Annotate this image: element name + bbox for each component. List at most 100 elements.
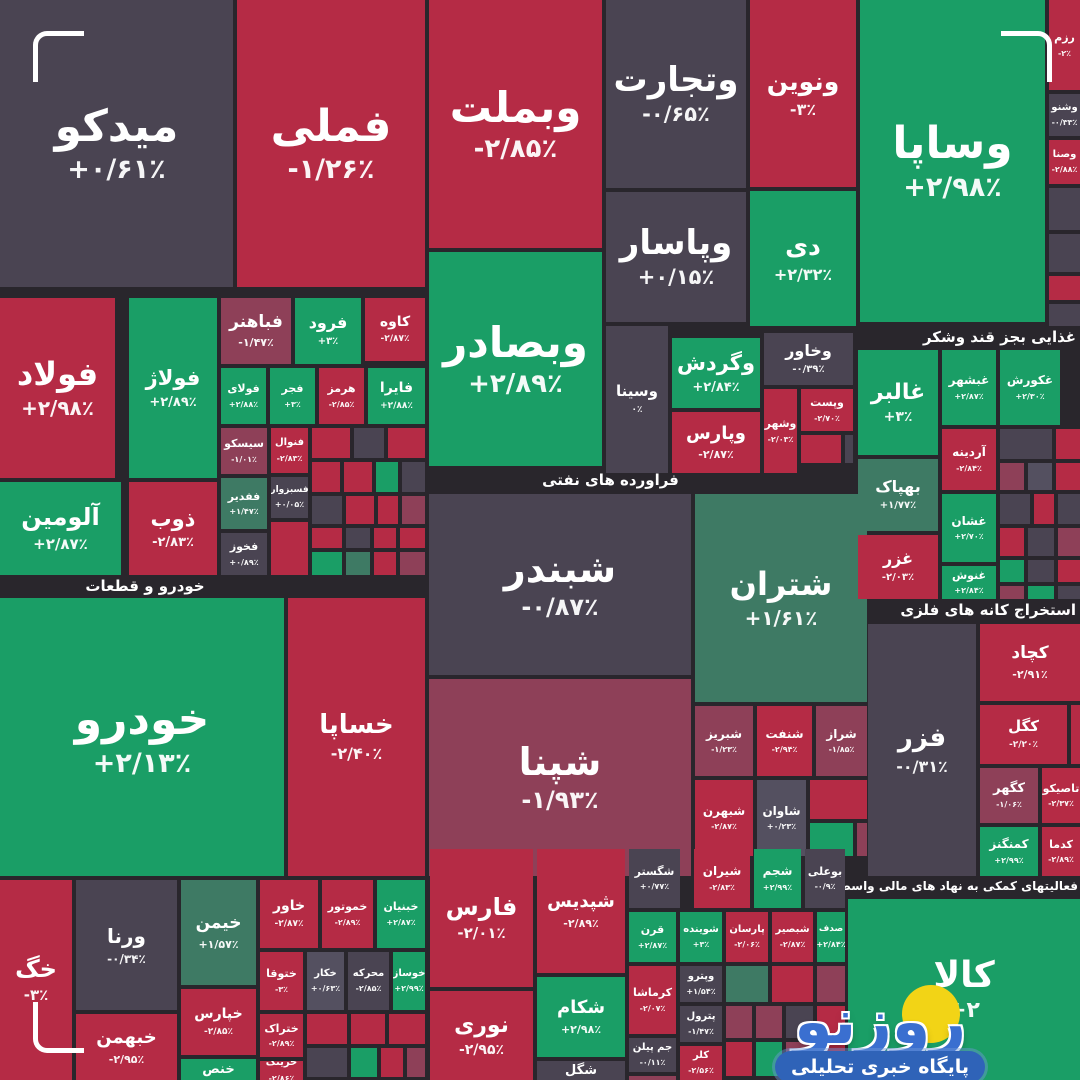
ticker-label: خوساز — [393, 967, 425, 979]
ticker-change: +۳٪ — [284, 399, 301, 409]
ticker-label: کگهر — [993, 780, 1025, 796]
cell-ختراک: ختراک -۲/۸۹٪ — [260, 1014, 303, 1057]
ticker-label: فولاژ — [145, 366, 201, 391]
ticker-label: فباهنر — [229, 311, 283, 332]
ticker-label: خاور — [272, 898, 306, 915]
ticker-label: وپست — [810, 396, 844, 410]
cell — [726, 1006, 752, 1038]
ticker-change: +۲/۸۹٪ — [149, 394, 197, 410]
cell-شگل: شگل — [537, 1061, 625, 1080]
ticker-change: -۰/۱۱٪ — [639, 1058, 666, 1068]
cell-کدما: کدما -۲/۸۹٪ — [1042, 827, 1080, 876]
ticker-label: وپاسار — [619, 222, 733, 263]
cell — [1058, 560, 1080, 582]
rooznow-logo: روزنو پایگاه خبری تحلیلی — [740, 985, 1020, 1080]
ticker-label: خبنیان — [383, 900, 419, 914]
ticker-change: -۲/۸۵٪ — [328, 399, 355, 409]
cell — [312, 552, 342, 575]
ticker-label: تاصیکو — [1042, 781, 1080, 795]
cell-فباهنر: فباهنر -۱/۴۷٪ — [221, 298, 291, 364]
cell — [346, 528, 370, 548]
cell — [354, 428, 384, 458]
ticker-label: وتجارت — [613, 59, 739, 100]
cell — [381, 1048, 403, 1077]
ticker-label: سیسکو — [224, 437, 264, 451]
cell — [388, 428, 425, 458]
cell — [1049, 304, 1080, 326]
ticker-label: غشان — [951, 513, 987, 528]
cell-کگل: کگل -۲/۲۰٪ — [980, 705, 1067, 764]
ticker-label: نوری — [454, 1012, 509, 1038]
ticker-change: +۱/۵۷٪ — [198, 937, 239, 951]
ticker-change: -۲/۷۰٪ — [814, 413, 840, 423]
ticker-label: وشنو — [1051, 101, 1078, 113]
cell — [374, 528, 396, 548]
cell — [307, 1014, 347, 1044]
ticker-change: -۲/۹۱٪ — [1012, 667, 1048, 681]
ticker-label: پارسان — [729, 923, 765, 935]
ticker-label: وشهر — [764, 417, 797, 431]
cell-شنفت: شنفت -۲/۹۴٪ — [757, 706, 812, 776]
cell-ختوقا: ختوقا -۳٪ — [260, 952, 303, 1010]
ticker-change: -۲/۴۰٪ — [330, 743, 383, 763]
cell-تاصیکو: تاصیکو -۲/۳۷٪ — [1042, 768, 1080, 823]
cell-وبملت: وبملت -۲/۸۵٪ — [429, 0, 602, 248]
ticker-label: فولای — [227, 382, 260, 396]
cell — [351, 1014, 385, 1044]
ticker-label: ونوین — [766, 67, 840, 97]
ticker-label: فارس — [445, 892, 518, 921]
cell-فزر: فزر -۰/۳۱٪ — [868, 624, 976, 876]
ticker-change: -۳٪ — [23, 986, 49, 1005]
ticker-label: غکورش — [1006, 373, 1054, 388]
ticker-label: فسبزوار — [271, 484, 308, 495]
ticker-label: شتران — [729, 565, 833, 604]
logo-text: روزنو — [793, 985, 967, 1058]
cell-شبهرن: شبهرن -۲/۸۷٪ — [695, 780, 753, 856]
ticker-change: +۲/۸۷٪ — [637, 940, 668, 950]
ticker-label: آردینه — [952, 445, 986, 460]
ticker-label: کگل — [1008, 717, 1039, 736]
ticker-change: +۳٪ — [692, 940, 710, 950]
cell-وگردش: وگردش +۲/۸۴٪ — [672, 338, 760, 408]
ticker-change: -۲/۸۳٪ — [709, 882, 735, 892]
ticker-change: -۲/۸۷٪ — [380, 334, 410, 345]
ticker-change: +۲/۸۸٪ — [380, 400, 413, 411]
ticker-change: +۲/۹۸٪ — [560, 1022, 602, 1036]
section-header: غذایی بجز قند وشکر — [922, 328, 1076, 346]
ticker-change: +۲/۹۹٪ — [394, 984, 424, 994]
ticker-label: غالبر — [870, 379, 926, 405]
ticker-change: +۲/۹۹٪ — [994, 855, 1024, 865]
cell — [346, 552, 370, 575]
cell-وبصادر: وبصادر +۲/۸۹٪ — [429, 252, 602, 466]
cell-خپارس: خپارس -۲/۸۵٪ — [181, 989, 256, 1055]
cell-شبریز: شبریز -۱/۲۳٪ — [695, 706, 753, 776]
cell-فنوال: فنوال -۲/۸۳٪ — [271, 428, 308, 473]
cell-فخوز: فخوز +۰/۸۹٪ — [221, 533, 267, 575]
cell — [351, 1048, 377, 1077]
ticker-change: +۱/۷۷٪ — [879, 500, 917, 512]
ticker-change: -۰/۶۵٪ — [642, 102, 710, 127]
cell — [845, 435, 853, 463]
cell-وپارس: وپارس -۲/۸۷٪ — [672, 412, 760, 473]
cell — [402, 462, 425, 492]
cell — [1056, 463, 1080, 490]
ticker-change: +۳٪ — [317, 336, 339, 348]
cell-آلومین: آلومین +۲/۸۷٪ — [0, 482, 121, 575]
ticker-label: شگل — [565, 1062, 597, 1078]
ticker-change: +۲/۸۴٪ — [954, 586, 984, 596]
cell-هرمز: هرمز -۲/۸۵٪ — [319, 368, 364, 424]
ticker-label: فخوز — [229, 540, 259, 554]
ticker-label: فملی — [270, 100, 392, 152]
ticker-label: پترول — [686, 1010, 716, 1022]
ticker-change: +۲/۳۰٪ — [1015, 391, 1045, 401]
ticker-label: وساپا — [892, 118, 1013, 170]
ticker-change: ۰٪ — [631, 404, 643, 415]
cell — [400, 528, 425, 548]
ticker-label: خنص — [202, 1061, 235, 1077]
cell-کگهر: کگهر -۱/۰۶٪ — [980, 768, 1038, 823]
ticker-label: رزم — [1054, 31, 1075, 45]
cell — [1058, 586, 1080, 599]
ticker-change: -۲/۸۴٪ — [956, 463, 982, 473]
ticker-change: -۲/۸۳٪ — [152, 535, 194, 551]
cell — [1056, 429, 1080, 459]
